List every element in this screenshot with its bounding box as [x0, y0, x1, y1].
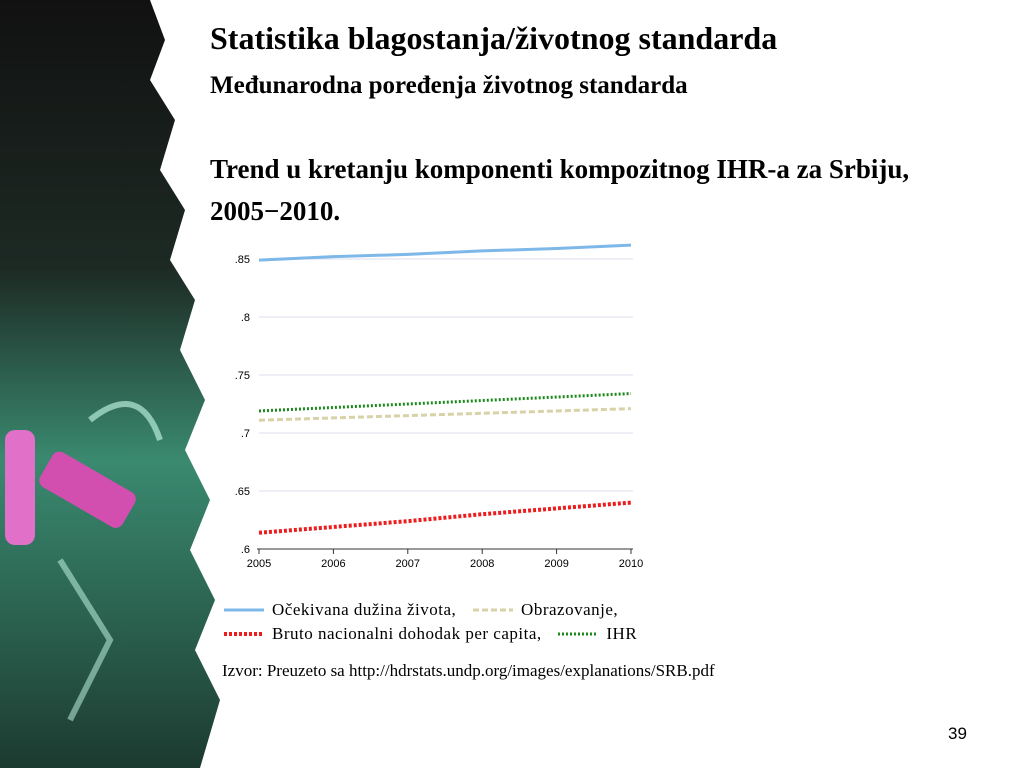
y-tick-label: .8 [241, 312, 250, 324]
legend-item: Obrazovanje, [471, 600, 618, 619]
legend-swatch [473, 608, 514, 612]
y-tick-label: .7 [241, 428, 250, 440]
legend-item: IHR [556, 624, 637, 643]
page-number: 39 [948, 724, 967, 743]
y-tick-label: .65 [235, 486, 250, 498]
series-line [258, 243, 632, 262]
legend-label: Očekivana dužina života, [272, 600, 457, 619]
slide-title: Statistika blagostanja/životnog standard… [210, 20, 778, 56]
legend-label: Obrazovanje, [521, 600, 619, 619]
series-line [258, 500, 632, 535]
y-tick-label: .75 [235, 370, 250, 382]
chart-title: Trend u kretanju komponenti kompozitnog … [210, 154, 910, 226]
x-tick-label: 2009 [544, 558, 568, 570]
legend-item: Očekivana dužina života, [222, 600, 456, 619]
y-tick-label: .85 [235, 254, 250, 266]
chalkboard-decoration [0, 0, 220, 768]
legend-swatch [224, 608, 264, 612]
legend-swatch [224, 632, 264, 636]
legend-label: IHR [606, 624, 638, 643]
slide-subtitle: Međunarodna poređenja životnog standarda [210, 72, 688, 99]
legend-swatch [558, 632, 599, 636]
x-tick-label: 2006 [321, 558, 345, 570]
source-note: Izvor: Preuzeto sa http://hdrstats.undp.… [222, 661, 715, 680]
legend-item: Bruto nacionalni dohodak per capita, [222, 624, 542, 643]
legend: Očekivana dužina života, Obrazovanje, Br… [222, 598, 952, 646]
x-tick-label: 2010 [619, 558, 643, 570]
legend-label: Bruto nacionalni dohodak per capita, [272, 624, 542, 643]
y-tick-label: .6 [241, 544, 250, 556]
x-tick-label: 2008 [470, 558, 494, 570]
series-line [258, 407, 632, 422]
x-tick-label: 2005 [247, 558, 271, 570]
x-tick-label: 2007 [396, 558, 420, 570]
series-line [258, 392, 632, 413]
